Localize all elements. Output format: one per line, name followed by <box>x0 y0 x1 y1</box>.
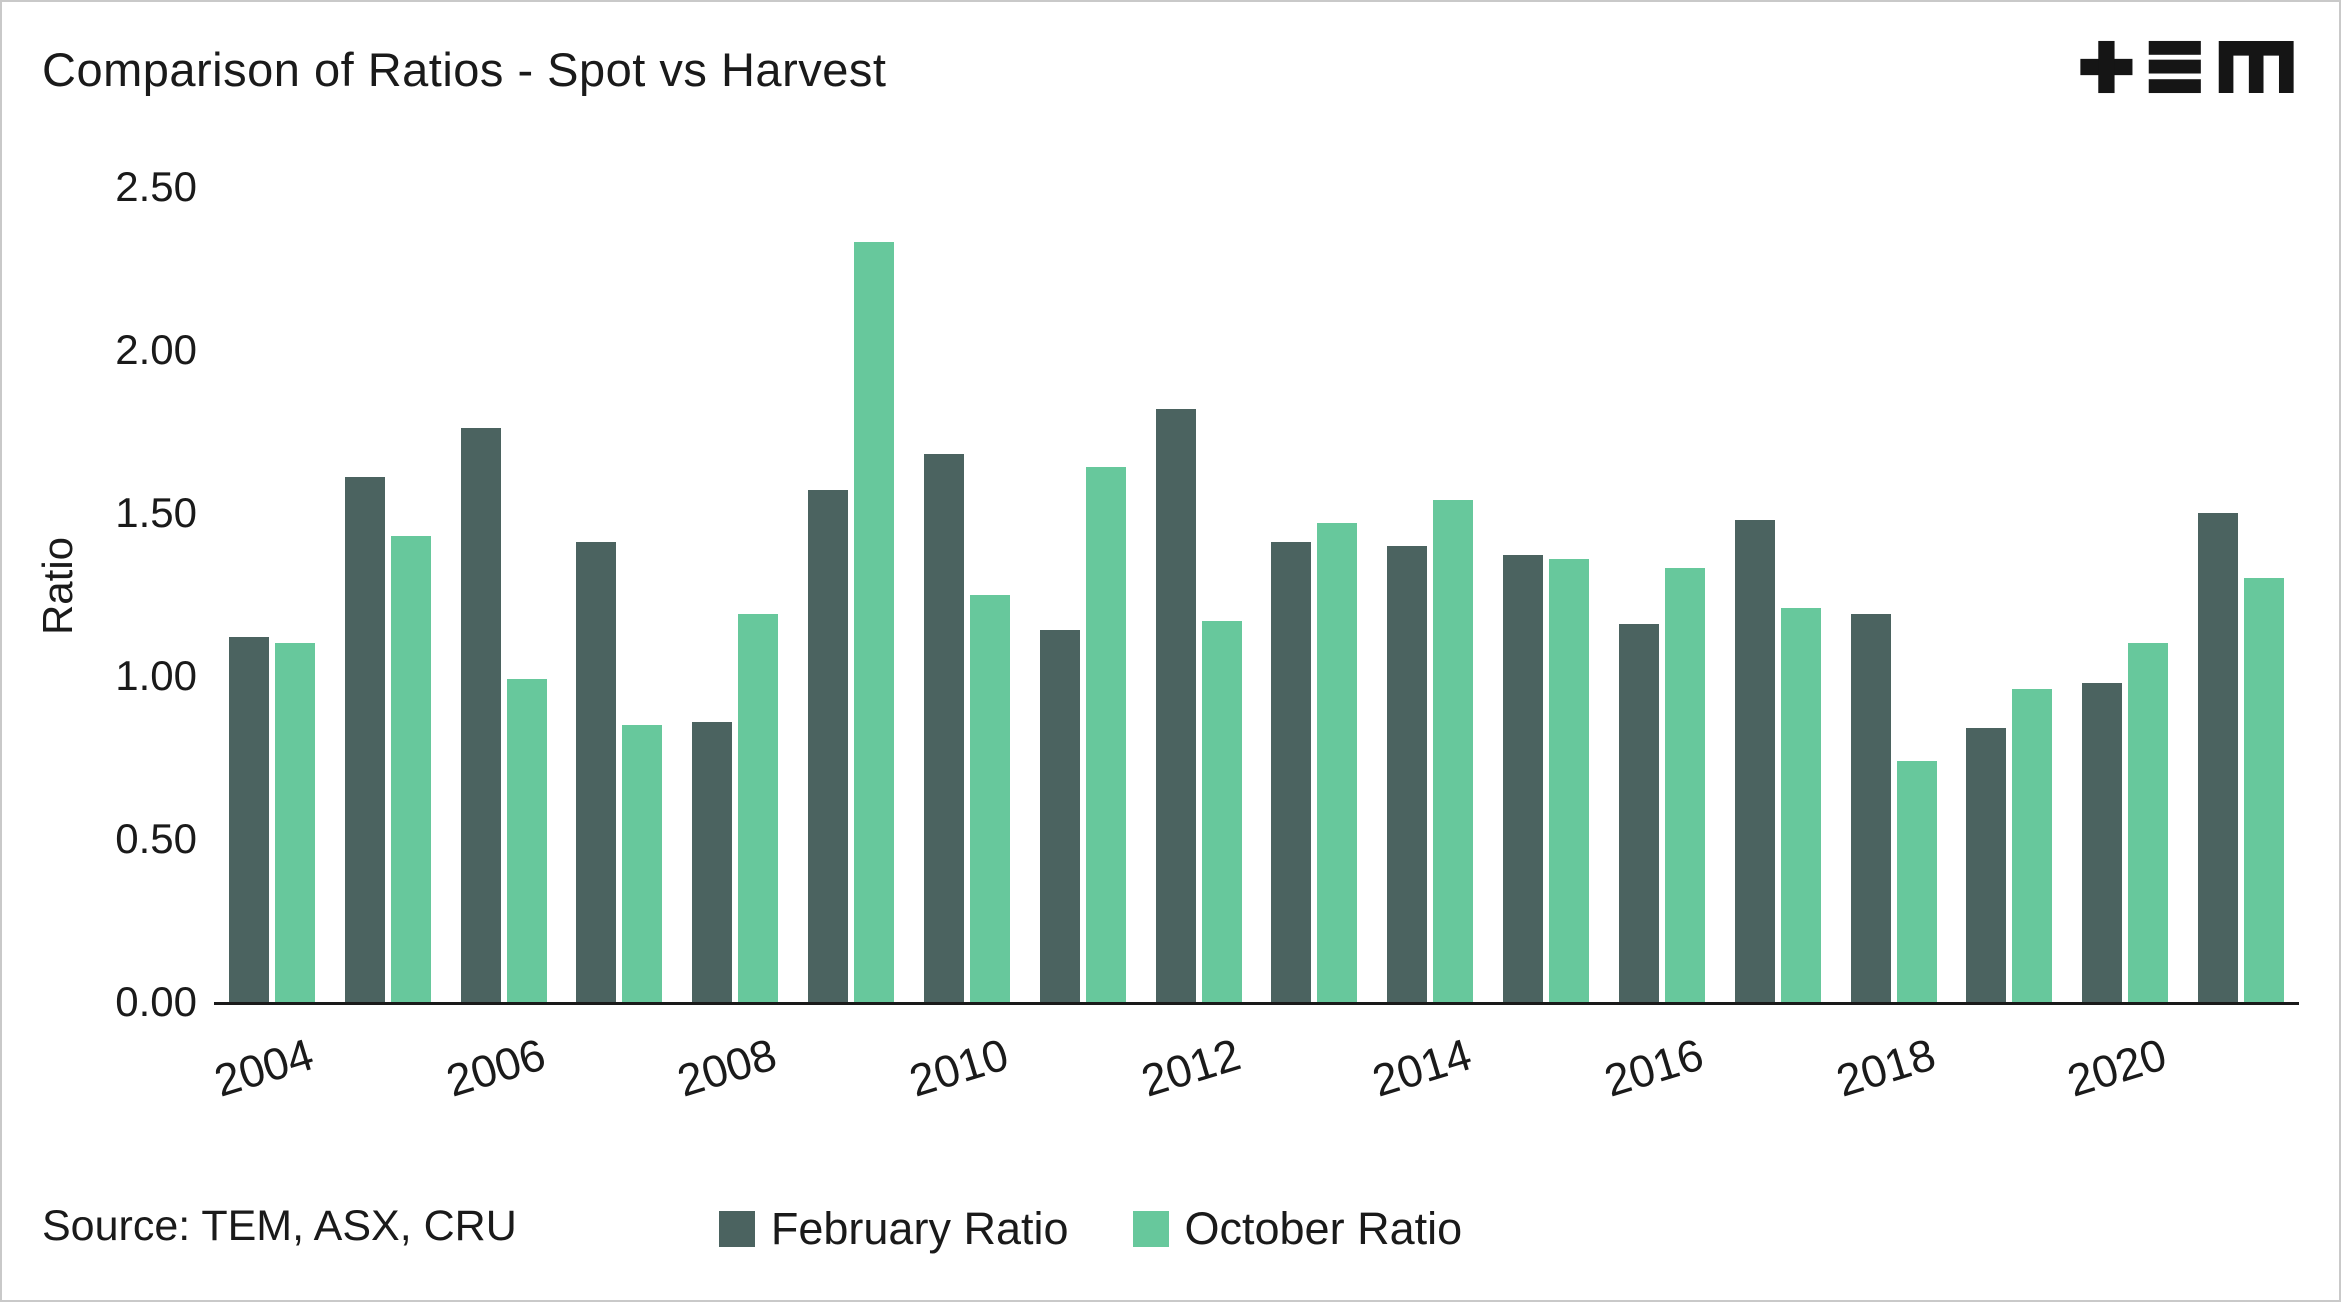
bar-october-2016 <box>1664 568 1705 1002</box>
bar-october-2018 <box>1896 760 1937 1002</box>
bar-february-2006 <box>460 428 501 1002</box>
bar-october-2017 <box>1780 607 1821 1002</box>
bar-october-2008 <box>738 614 779 1002</box>
x-axis: 2004 2006 2008 2010 2012 2014 2016 2018 2020 <box>208 1024 2299 1144</box>
legend-swatch-february <box>718 1211 755 1247</box>
y-tick-label: 2.50 <box>115 163 197 210</box>
bar-october-2007 <box>622 724 663 1002</box>
y-tick-label: 0.50 <box>115 815 197 862</box>
x-tick-label: 2016 <box>1598 1028 1710 1107</box>
x-tick-label: 2010 <box>903 1028 1015 1107</box>
x-tick-label: 2014 <box>1366 1028 1478 1107</box>
footer-row: Source: TEM, ASX, CRU February Ratio Oct… <box>2 1194 2339 1264</box>
bar-february-2019 <box>1966 728 2007 1002</box>
plot-area <box>214 187 2299 1005</box>
x-tick-label: 2018 <box>1830 1028 1941 1107</box>
bar-february-2014 <box>1387 545 1428 1002</box>
bar-october-2015 <box>1549 558 1590 1002</box>
source-note: Source: TEM, ASX, CRU <box>42 1202 517 1250</box>
legend-item-october: October Ratio <box>1132 1203 1463 1255</box>
x-tick-label: 2012 <box>1135 1028 1246 1107</box>
y-axis: 0.00 0.50 1.00 1.50 2.00 2.50 <box>72 163 197 1025</box>
bar-october-2004 <box>274 643 315 1002</box>
bar-february-2017 <box>1734 519 1775 1002</box>
bar-october-2020 <box>2128 643 2169 1002</box>
bar-october-2014 <box>1433 499 1474 1002</box>
bar-october-2009 <box>854 242 895 1002</box>
x-tick-label: 2008 <box>671 1028 783 1107</box>
bar-february-2015 <box>1503 555 1544 1002</box>
bar-february-2016 <box>1618 623 1659 1002</box>
chart-title: Comparison of Ratios - Spot vs Harvest <box>42 43 887 96</box>
bar-february-2021 <box>2198 513 2239 1002</box>
legend-label-october: October Ratio <box>1184 1203 1463 1254</box>
x-tick-label: 2020 <box>2061 1028 2173 1107</box>
bar-february-2020 <box>2082 682 2123 1002</box>
bar-february-2007 <box>576 542 617 1002</box>
y-tick-label: 1.50 <box>115 489 197 536</box>
bar-october-2021 <box>2244 578 2285 1002</box>
bar-october-2013 <box>1317 522 1358 1002</box>
bar-february-2004 <box>228 636 269 1002</box>
bar-february-2012 <box>1155 408 1196 1002</box>
bar-february-2010 <box>923 454 964 1002</box>
bar-october-2005 <box>390 535 431 1002</box>
bar-february-2005 <box>344 477 385 1002</box>
bar-october-2019 <box>2012 689 2053 1002</box>
bar-february-2011 <box>1039 630 1080 1002</box>
x-tick-label: 2004 <box>208 1028 320 1107</box>
bar-february-2009 <box>808 490 849 1002</box>
legend-label-february: February Ratio <box>770 1203 1069 1254</box>
tem-logo-icon <box>2080 40 2294 94</box>
y-tick-label: 2.00 <box>115 326 197 373</box>
bar-october-2012 <box>1201 620 1242 1002</box>
bar-october-2011 <box>1085 467 1126 1002</box>
y-tick-label: 0.00 <box>115 978 197 1025</box>
legend: February Ratio October Ratio <box>2 1194 2179 1264</box>
y-tick-label: 1.00 <box>115 652 197 699</box>
bar-february-2013 <box>1271 542 1312 1002</box>
bar-february-2018 <box>1850 614 1891 1002</box>
tem-logo <box>2079 32 2295 107</box>
legend-item-february: February Ratio <box>718 1203 1069 1255</box>
bar-october-2010 <box>969 594 1010 1002</box>
bar-february-2008 <box>692 721 733 1002</box>
x-tick-label: 2006 <box>440 1028 551 1107</box>
bar-october-2006 <box>506 679 547 1002</box>
legend-swatch-october <box>1132 1211 1169 1247</box>
